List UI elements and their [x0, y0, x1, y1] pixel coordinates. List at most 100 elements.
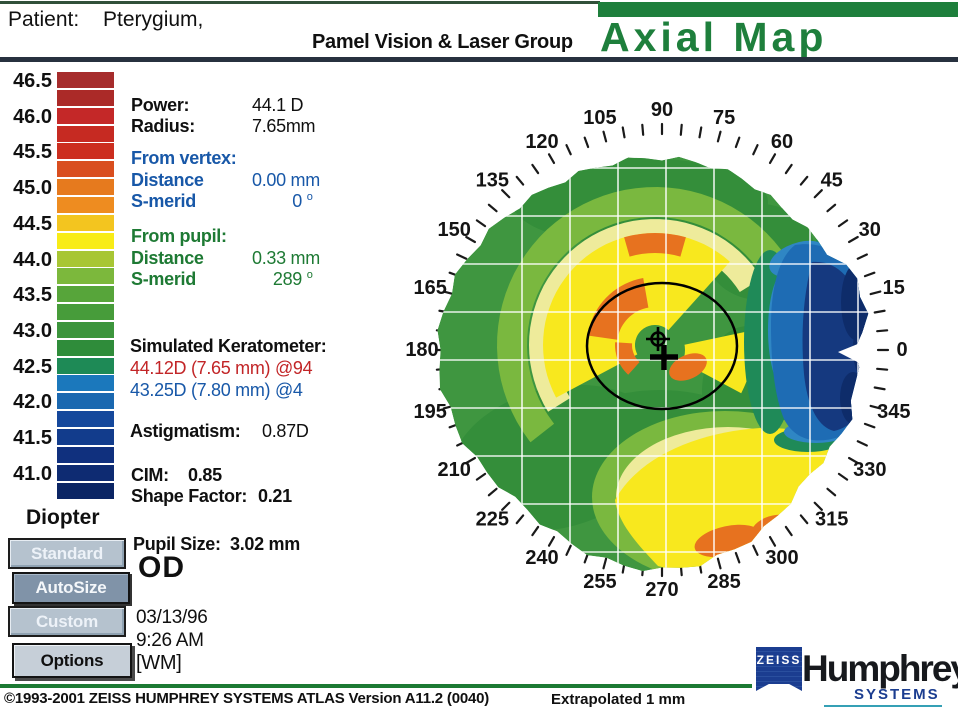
- title-accent-bar: [598, 2, 958, 17]
- sim-k2-value: 43.25D (7.80 mm) @4: [130, 380, 303, 400]
- radius-label: Radius:: [131, 116, 195, 136]
- copyright-text: ©1993-2001 ZEISS HUMPHREY SYSTEMS ATLAS …: [4, 690, 490, 707]
- clinic-name: Pamel Vision & Laser Group: [312, 31, 573, 53]
- scale-label: 42.5: [13, 355, 52, 378]
- degree-labels: 0 15 30 45 60 75 90 105 120 135 150 165 180 195 210 225…: [405, 99, 910, 601]
- extrapolated-note: Extrapolated 1 mm: [551, 691, 686, 708]
- degree-label: 105: [583, 107, 616, 129]
- scale-color-block: [57, 357, 114, 374]
- operator-initials: [WM]: [136, 652, 182, 674]
- degree-label: 195: [414, 401, 447, 423]
- degree-label: 0: [896, 339, 907, 361]
- pupil-distance-label: Distance: [131, 248, 204, 268]
- astigmatism-label: Astigmatism:: [130, 421, 241, 441]
- degree-label: 315: [815, 509, 848, 531]
- top-divider: [0, 1, 600, 4]
- degree-label: 150: [438, 219, 471, 241]
- scale-color-block: [57, 250, 114, 267]
- degree-label: 210: [438, 459, 471, 481]
- degree-label: 90: [651, 99, 673, 121]
- scale-color-block: [57, 214, 114, 231]
- humphrey-logo-text: Humphrey: [802, 648, 958, 689]
- scale-color-block: [57, 304, 114, 321]
- sim-k1-value: 44.12D (7.65 mm) @94: [130, 358, 313, 378]
- degree-label: 75: [713, 107, 735, 129]
- scale-color-block: [57, 446, 114, 463]
- scale-color-block: [57, 375, 114, 392]
- degree-label: 165: [414, 277, 447, 299]
- degree-label: 45: [821, 169, 843, 191]
- footer-rule: [0, 684, 752, 688]
- scale-label: 41.0: [13, 462, 52, 485]
- cim-label: CIM:: [131, 465, 169, 485]
- pupil-size-label: Pupil Size:: [133, 534, 221, 554]
- shape-factor-value: 0.21: [258, 486, 292, 506]
- sim-keratometer-title: Simulated Keratometer:: [130, 336, 327, 356]
- from-pupil-label: From pupil:: [131, 226, 227, 246]
- autosize-button[interactable]: AutoSize: [12, 572, 130, 604]
- scale-label: 43.5: [13, 284, 52, 307]
- scale-label: 46.5: [13, 70, 52, 92]
- scale-color-block: [57, 72, 114, 88]
- scale-color-block: [57, 268, 114, 285]
- degree-ticks: [434, 122, 890, 578]
- radius-value: 7.65mm: [252, 116, 316, 136]
- standard-button[interactable]: Standard: [8, 538, 126, 569]
- scale-label: 44.5: [13, 212, 52, 235]
- custom-button[interactable]: Custom: [8, 606, 126, 637]
- scale-color-block: [57, 161, 114, 178]
- scale-label: 44.0: [13, 248, 52, 271]
- scale-color-block: [57, 107, 114, 124]
- patient-label: Patient:: [8, 8, 80, 31]
- scale-color-block: [57, 464, 114, 481]
- vertex-distance-value: 0.00 mm: [252, 170, 320, 190]
- degree-label: 15: [883, 277, 905, 299]
- eye-indicator: OD: [138, 551, 185, 584]
- patient-name: Pterygium,: [103, 8, 204, 31]
- scale-color-block: [57, 411, 114, 428]
- pupil-size-value: 3.02 mm: [230, 534, 300, 554]
- degree-label: 300: [765, 547, 798, 569]
- page-title: Axial Map: [600, 14, 828, 60]
- vertex-distance-label: Distance: [131, 170, 204, 190]
- pupil-outline: [585, 281, 739, 411]
- scale-label: 41.5: [13, 427, 52, 449]
- degree-label: 345: [877, 401, 910, 423]
- pupil-smerid-value: 289 o: [272, 269, 313, 289]
- shape-factor-label: Shape Factor:: [131, 486, 248, 506]
- logo-underline: [824, 705, 942, 707]
- degree-label: 255: [583, 571, 616, 593]
- scale-color-block: [57, 232, 114, 249]
- degree-label: 285: [707, 571, 740, 593]
- scale-color-block: [57, 321, 114, 338]
- scale-color-block: [57, 393, 114, 410]
- exam-time: 9:26 AM: [136, 630, 204, 651]
- zeiss-logo: ZEISS: [756, 647, 802, 691]
- exam-date: 03/13/96: [136, 607, 208, 628]
- scale-color-block: [57, 286, 114, 303]
- degree-label: 60: [771, 131, 793, 153]
- scale-color-block: [57, 339, 114, 356]
- map-edge-notch: [838, 337, 875, 371]
- degree-label: 30: [859, 219, 881, 241]
- pupil-distance-value: 0.33 mm: [252, 248, 320, 268]
- scale-color-block: [57, 429, 114, 445]
- degree-label: 135: [476, 169, 509, 191]
- astigmatism-value: 0.87D: [262, 421, 309, 441]
- scale-label: 45.0: [13, 177, 52, 200]
- options-button[interactable]: Options: [12, 643, 132, 678]
- pupil-center-marker: [650, 345, 678, 370]
- degree-label: 225: [476, 509, 509, 531]
- vertex-smerid-value: 0 o: [292, 191, 313, 211]
- topography-color-regions: [437, 156, 869, 572]
- scale-color-block: [57, 143, 114, 160]
- from-vertex-label: From vertex:: [131, 148, 237, 168]
- power-label: Power:: [131, 95, 190, 115]
- degree-label: 330: [853, 459, 886, 481]
- scale-label: 46.0: [13, 105, 52, 128]
- degree-label: 120: [525, 131, 558, 153]
- degree-label: 270: [645, 579, 678, 601]
- degree-label: 240: [525, 547, 558, 569]
